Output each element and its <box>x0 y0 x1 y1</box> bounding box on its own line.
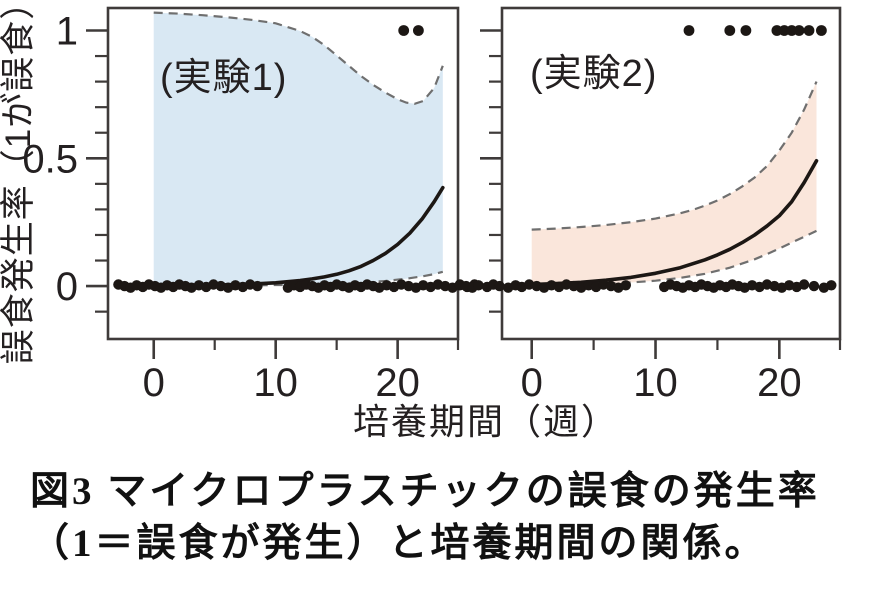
chart-svg: 0 10 20 0 0.5 1 (実験1) 0 10 20 (実験2) 誤食発生率（1が誤食） 培養期間… <box>0 0 842 442</box>
confidence-band <box>531 81 817 286</box>
data-point-y1 <box>724 25 736 36</box>
caption-line-1: 図3 マイクロプラスチックの誤食の発生率 <box>30 470 820 513</box>
data-point-y1 <box>683 25 695 36</box>
ci-lower-dashed-line <box>531 229 817 287</box>
data-point-y1 <box>778 25 790 36</box>
panel-frame <box>106 6 460 341</box>
x-axis-title: 培養期間（週） <box>353 401 619 442</box>
x-tick-label: 10 <box>633 361 678 405</box>
figure-caption: 図3 マイクロプラスチックの誤食の発生率 （1＝誤食が発生）と培養期間の関係。 <box>30 466 860 570</box>
data-point-y0 <box>798 279 810 290</box>
x-tick-label: 20 <box>375 361 420 405</box>
x-tick-label: 10 <box>253 361 298 405</box>
data-point-y1 <box>803 25 815 36</box>
data-point-y1 <box>816 25 827 36</box>
y-tick-label: 0 <box>56 265 78 309</box>
x-tick-label: 0 <box>521 361 543 405</box>
ci-upper-dashed-line <box>531 81 818 231</box>
data-point-y1 <box>398 25 410 36</box>
data-point-y0 <box>252 280 263 292</box>
data-point-y0 <box>620 280 631 291</box>
y-axis-title: 誤食発生率（1が誤食） <box>0 0 38 364</box>
x-tick-label: 20 <box>757 361 802 405</box>
data-point-y1 <box>740 25 752 36</box>
data-point-y0 <box>826 280 837 291</box>
fit-curve <box>529 159 819 287</box>
panel-label: (実験2) <box>530 53 657 95</box>
x-tick-label: 0 <box>143 361 165 405</box>
data-point-y1 <box>771 25 783 36</box>
caption-line-2: （1＝誤食が発生）と培養期間の関係。 <box>30 521 767 565</box>
y-tick-label: 0.5 <box>22 137 78 181</box>
data-point-y0 <box>473 280 484 291</box>
dual-panel-chart: 0 10 20 0 0.5 1 (実験1) 0 10 20 (実験2) 誤食発生率（1が誤食） 培養期間… <box>0 0 842 442</box>
panel-label: (実験1) <box>160 57 287 99</box>
data-point-y1 <box>793 25 805 36</box>
data-point-y0 <box>494 280 505 292</box>
confidence-band <box>153 12 443 286</box>
panel-exp1: 0 10 20 0 0.5 1 (実験1) <box>22 6 480 405</box>
data-point-y1 <box>786 25 798 36</box>
ci-upper-dashed-line <box>153 11 444 105</box>
y-tick-label: 1 <box>56 9 78 53</box>
panel-frame <box>500 6 842 341</box>
panel-exp2: 0 10 20 (実験2) <box>454 6 842 405</box>
data-point-y1 <box>413 25 424 36</box>
data-point-y0 <box>808 280 820 292</box>
